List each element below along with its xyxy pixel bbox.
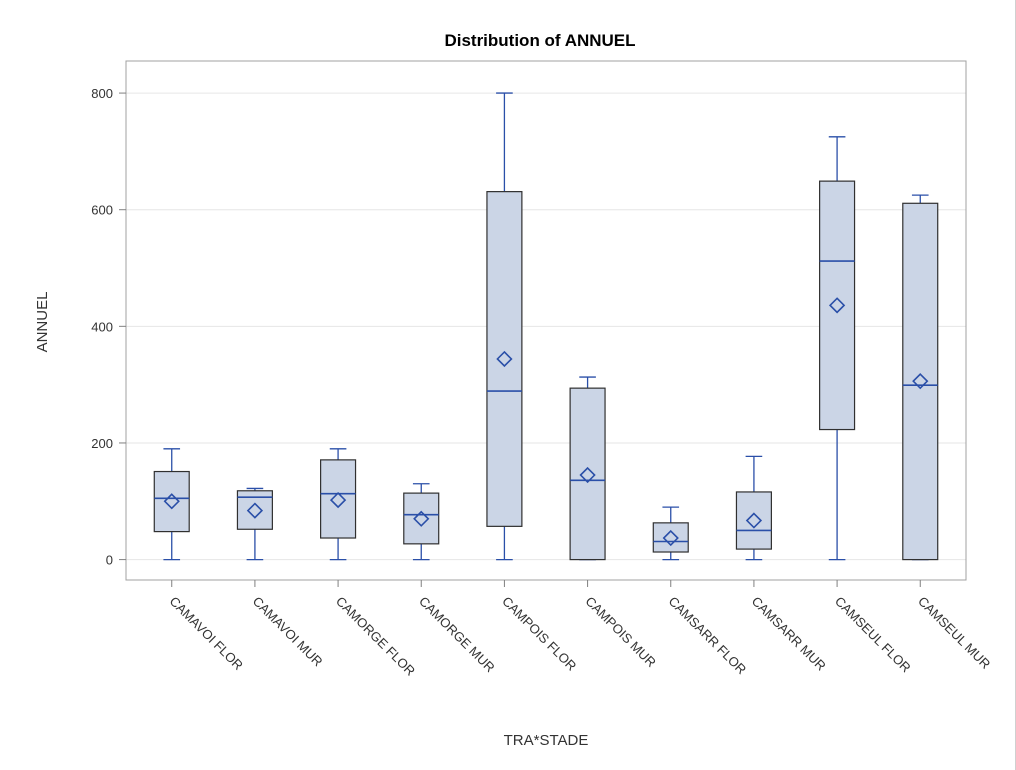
- y-tick-label: 800: [91, 86, 113, 101]
- mean-marker: [496, 350, 513, 368]
- box-group: [902, 194, 939, 561]
- box-group: [819, 136, 856, 561]
- iqr-box: [569, 387, 606, 561]
- mean-marker: [163, 493, 180, 510]
- iqr-box: [403, 492, 440, 545]
- box-group: [486, 92, 523, 561]
- box-group: [735, 455, 772, 561]
- mean-marker: [246, 502, 264, 519]
- iqr-box: [652, 522, 689, 553]
- y-tick-label: 400: [91, 319, 113, 334]
- mean-marker: [828, 297, 846, 314]
- y-tick-label: 200: [91, 436, 113, 451]
- box-group: [236, 487, 273, 561]
- iqr-box: [902, 202, 939, 561]
- iqr-box: [153, 470, 190, 533]
- y-axis-label: ANNUEL: [34, 292, 51, 353]
- box-group: [569, 376, 606, 561]
- plot-frame: [125, 60, 967, 581]
- plot-layer: [153, 92, 939, 561]
- iqr-box: [819, 180, 856, 431]
- mean-marker: [745, 512, 763, 529]
- box-group: [153, 448, 190, 561]
- y-tick-label: 600: [91, 203, 113, 218]
- box-group: [403, 483, 440, 561]
- y-axis-ticks: 0 200 400 600 800: [91, 86, 126, 568]
- x-axis-label: TRA*STADE: [504, 732, 589, 749]
- grid-layer: [126, 92, 966, 561]
- box-group: [652, 506, 689, 561]
- mean-marker: [579, 466, 596, 484]
- iqr-box: [735, 491, 772, 550]
- mean-marker: [413, 510, 430, 527]
- iqr-box: [486, 191, 523, 527]
- mean-marker: [662, 529, 679, 547]
- box-group: [320, 448, 357, 561]
- chart-title: Distribution of ANNUEL: [444, 31, 635, 50]
- mean-marker: [329, 491, 347, 509]
- mean-marker: [912, 373, 929, 390]
- y-tick-label: 0: [106, 553, 113, 568]
- iqr-box: [320, 459, 357, 539]
